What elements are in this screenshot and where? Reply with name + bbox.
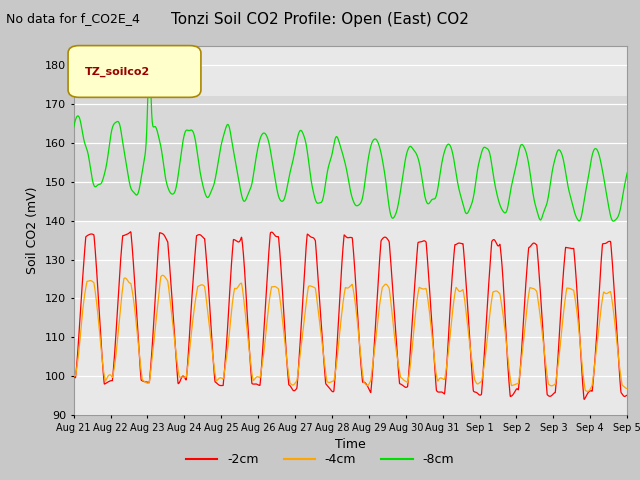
Legend: -2cm, -4cm, -8cm: -2cm, -4cm, -8cm [181,448,459,471]
Text: Tonzi Soil CO2 Profile: Open (East) CO2: Tonzi Soil CO2 Profile: Open (East) CO2 [171,12,469,27]
Y-axis label: Soil CO2 (mV): Soil CO2 (mV) [26,187,39,274]
Text: TZ_soilco2: TZ_soilco2 [84,66,150,77]
FancyBboxPatch shape [68,46,201,97]
Bar [74,96,627,221]
X-axis label: Time: Time [335,438,366,451]
Text: No data for f_CO2E_4: No data for f_CO2E_4 [6,12,140,25]
